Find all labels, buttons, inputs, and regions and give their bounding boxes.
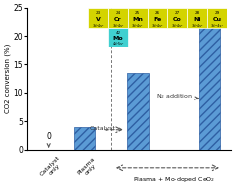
- Text: Catalyst
only: Catalyst only: [39, 155, 66, 181]
- Text: Catalyst: Catalyst: [90, 126, 122, 131]
- Bar: [74, 127, 95, 150]
- Text: 0: 0: [46, 132, 51, 147]
- Bar: [127, 73, 149, 150]
- Text: N$_2$ addition: N$_2$ addition: [156, 93, 198, 101]
- Text: Plasma + Mo-doped CeO$_2$: Plasma + Mo-doped CeO$_2$: [133, 175, 215, 184]
- Text: Plasma
only: Plasma only: [76, 156, 100, 179]
- Y-axis label: CO2 conversion (%): CO2 conversion (%): [4, 44, 11, 113]
- Bar: [199, 16, 220, 150]
